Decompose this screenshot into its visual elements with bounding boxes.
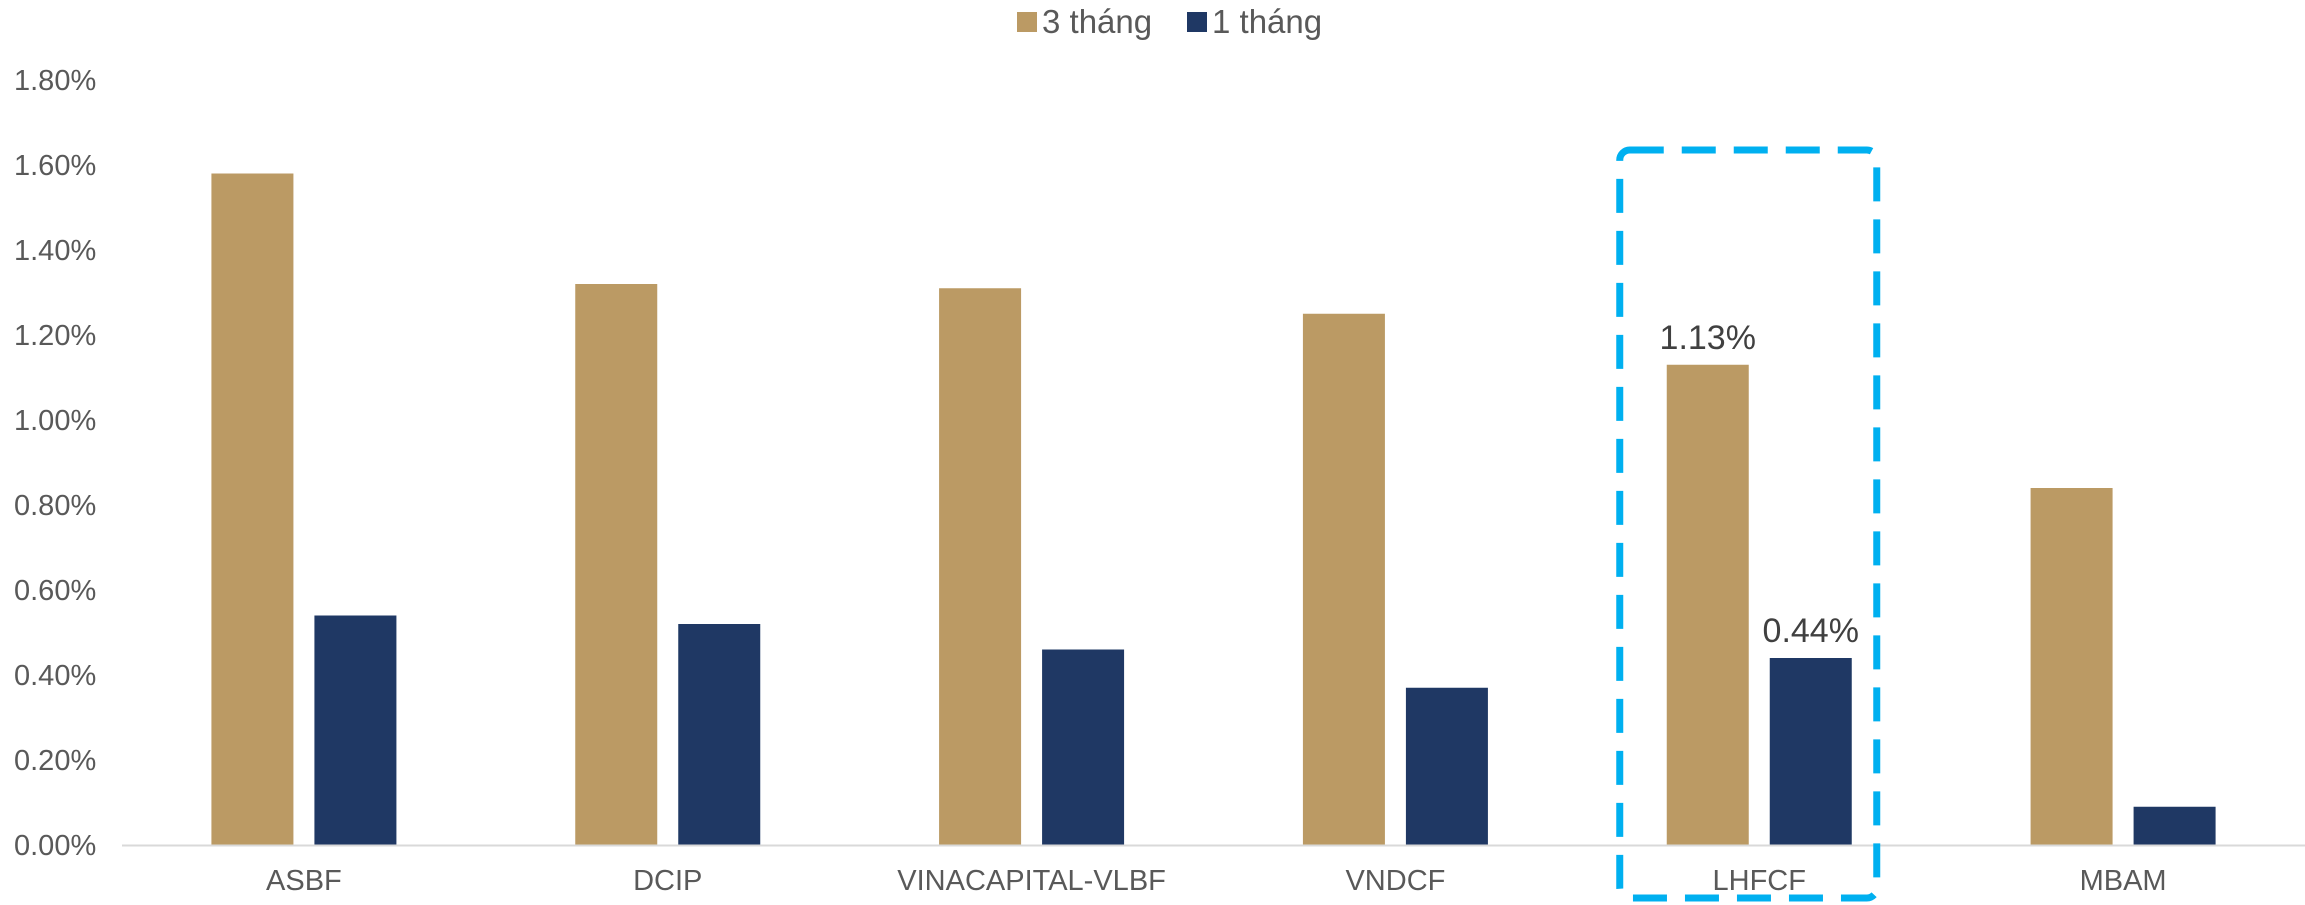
legend-label-three-month: 3 tháng (1042, 3, 1152, 40)
data-label: 1.13% (1660, 319, 1756, 357)
y-axis: 0.00% 0.20% 0.40% 0.60% 0.80% 1.00% 1.20% 1.40%… (14, 65, 96, 862)
highlight-box (1616, 146, 1881, 902)
x-tick-label: VINACAPITAL-VLBF (897, 865, 1166, 897)
x-tick-label: VNDCF (1345, 865, 1445, 897)
bar-one-month-mbam (2133, 806, 2216, 845)
x-tick-label: LHFCF (1713, 865, 1806, 897)
bar-three-month-asbf (211, 173, 294, 845)
y-tick-label: 0.80% (14, 490, 96, 522)
y-tick-label: 1.00% (14, 405, 96, 437)
x-tick-label: MBAM (2080, 865, 2167, 897)
legend-swatch-three-month (1017, 12, 1037, 32)
y-tick-label: 1.40% (14, 235, 96, 267)
y-tick-label: 1.60% (14, 150, 96, 182)
bar-one-month-dcip (678, 624, 761, 845)
chart-legend: 3 tháng 1 tháng (1017, 3, 1322, 40)
y-tick-label: 1.80% (14, 65, 96, 97)
bar-one-month-asbf (314, 615, 397, 845)
bar-one-month-vndcf (1405, 687, 1488, 845)
x-tick-label: ASBF (266, 865, 342, 897)
bar-three-month-vndcf (1302, 313, 1385, 845)
bars-group (211, 173, 2216, 845)
highlight-group (1616, 146, 1881, 902)
bar-three-month-mbam (2030, 488, 2113, 845)
legend-swatch-one-month (1187, 12, 1207, 32)
x-axis: ASBF DCIP VINACAPITAL-VLBF VNDCF LHFCF MBAM (122, 844, 2305, 897)
bar-three-month-vinacapital-vlbf (939, 288, 1022, 845)
x-tick-label: DCIP (633, 865, 702, 897)
bar-three-month-dcip (575, 284, 658, 845)
y-tick-label: 0.60% (14, 575, 96, 607)
y-tick-label: 0.20% (14, 745, 96, 777)
bar-three-month-lhfcf (1666, 364, 1749, 845)
legend-label-one-month: 1 tháng (1212, 3, 1322, 40)
bar-one-month-vinacapital-vlbf (1042, 649, 1125, 845)
data-labels: 1.13% 0.44% (1660, 319, 1859, 650)
y-tick-label: 1.20% (14, 320, 96, 352)
y-tick-label: 0.00% (14, 830, 96, 862)
y-tick-label: 0.40% (14, 660, 96, 692)
bar-one-month-lhfcf (1769, 658, 1852, 845)
data-label: 0.44% (1763, 612, 1859, 650)
